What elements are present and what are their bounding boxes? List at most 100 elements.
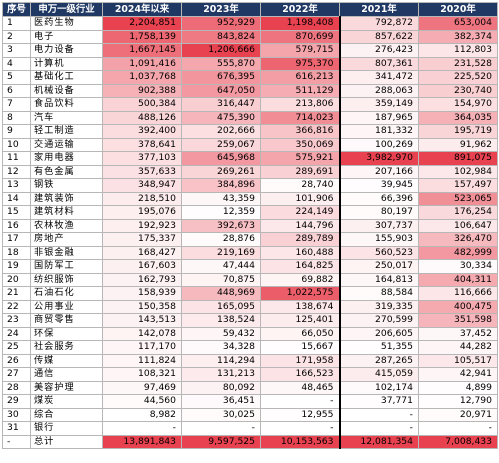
table-row: 24 环保 142,078 59,432 66,050 206,605 37,452	[2, 326, 498, 341]
table-row: 12 有色金属 357,633 269,261 289,691 207,166 102,98…	[2, 164, 498, 179]
row-value-cell: 482,999	[418, 245, 498, 260]
row-industry-name: 农林牧渔	[30, 218, 103, 233]
industry-table-sheet: 序号 申万一级行业 2024年以来 2023年 2022年 2021年 2020…	[2, 2, 498, 449]
header-idx: 序号	[2, 2, 31, 17]
row-value-cell: 69,882	[260, 272, 340, 287]
row-index: 28	[2, 380, 31, 395]
row-value-cell: 106,647	[418, 218, 498, 233]
table-row: 5 基础化工 1,037,768 676,395 616,213 341,472 225,5…	[2, 70, 498, 85]
row-value-cell: 4,899	[418, 380, 498, 395]
row-value-cell: 289,691	[260, 164, 340, 179]
table-row: 23 商贸零售 143,513 138,524 125,401 270,599 351,59…	[2, 313, 498, 328]
row-value-cell: 3,982,970	[338, 151, 419, 166]
row-value-cell: 30,025	[181, 407, 261, 422]
row-value-cell: 80,197	[338, 205, 419, 220]
row-index: 12	[2, 164, 31, 179]
row-index: 21	[2, 286, 31, 301]
row-value-cell: -	[338, 407, 419, 422]
row-value-cell: 168,427	[102, 245, 182, 260]
row-value-cell: 218,510	[102, 191, 182, 206]
row-value-cell: 164,813	[338, 272, 419, 287]
row-value-cell: 150,358	[102, 299, 182, 314]
table-row: 30 综合 8,982 30,025 12,955-20,971	[2, 407, 498, 422]
table-row: 9 轻工制造 392,400 202,666 366,816 181,332 195,719	[2, 124, 498, 139]
row-value-cell: 37,452	[418, 326, 498, 341]
row-value-cell: 1,758,139	[102, 29, 182, 44]
row-value-cell: 891,075	[418, 151, 498, 166]
row-value-cell: 101,906	[260, 191, 340, 206]
row-value-cell: 195,719	[418, 124, 498, 139]
row-industry-name: 纺织服饰	[30, 272, 103, 287]
row-value-cell: 377,103	[102, 151, 182, 166]
table-row: 19 国防军工 167,603 47,444 164,825 250,017 30,334	[2, 259, 498, 274]
row-value-cell: 359,149	[338, 97, 419, 112]
row-value-cell: 117,170	[102, 340, 182, 355]
row-value-cell: 316,447	[181, 97, 261, 112]
row-index: 15	[2, 205, 31, 220]
row-value-cell: 162,793	[102, 272, 182, 287]
row-index: 16	[2, 218, 31, 233]
row-value-cell: 415,059	[338, 367, 419, 382]
row-index: 25	[2, 340, 31, 355]
row-value-cell: 231,528	[418, 56, 498, 71]
table-row: 28 美容护理 97,469 80,092 48,465 102,174 4,899	[2, 380, 498, 395]
row-industry-name: 环保	[30, 326, 103, 341]
table-row: 6 机械设备 902,388 647,050 511,129 288,063 230,740	[2, 83, 498, 98]
row-industry-name: 煤炭	[30, 394, 103, 409]
row-index: 3	[2, 43, 31, 58]
row-index: -	[2, 434, 31, 449]
row-value-cell: 176,254	[418, 205, 498, 220]
row-value-cell: 37,771	[338, 394, 419, 409]
row-value-cell: 378,641	[102, 137, 182, 152]
row-value-cell: 164,825	[260, 259, 340, 274]
table-row: 21 石油石化 158,939 448,969 1,022,575 88,584 116,6…	[2, 286, 498, 301]
table-row: 3 电力设备 1,667,145 1,206,666 579,715 276,423 112…	[2, 43, 498, 58]
row-value-cell: 13,891,843	[102, 434, 182, 449]
row-value-cell: 47,444	[181, 259, 261, 274]
row-industry-name: 医药生物	[30, 16, 103, 31]
row-value-cell: 364,035	[418, 110, 498, 125]
row-index: 7	[2, 97, 31, 112]
row-value-cell: 34,328	[181, 340, 261, 355]
header-year-2020: 2020年	[418, 2, 498, 17]
row-value-cell: 219,169	[181, 245, 261, 260]
row-value-cell: 42,941	[418, 367, 498, 382]
row-value-cell: 511,129	[260, 83, 340, 98]
row-value-cell: 165,095	[181, 299, 261, 314]
row-index: 22	[2, 299, 31, 314]
row-value-cell: 270,599	[338, 313, 419, 328]
row-index: 4	[2, 56, 31, 71]
row-value-cell: 39,945	[338, 178, 419, 193]
row-industry-name: 建筑装饰	[30, 191, 103, 206]
row-value-cell: 225,520	[418, 70, 498, 85]
row-value-cell: 108,321	[102, 367, 182, 382]
row-value-cell: 154,970	[418, 97, 498, 112]
table-row: 4 计算机 1,091,416 555,870 975,370 807,361 231,52…	[2, 56, 498, 71]
row-value-cell: 157,497	[418, 178, 498, 193]
row-value-cell: 616,213	[260, 70, 340, 85]
row-industry-name: 有色金属	[30, 164, 103, 179]
table-row: 20 纺织服饰 162,793 70,875 69,882 164,813 404,311	[2, 272, 498, 287]
row-value-cell: 366,816	[260, 124, 340, 139]
row-industry-name: 综合	[30, 407, 103, 422]
table-row: 13 钢铁 348,947 384,896 28,740 39,945 157,497	[2, 178, 498, 193]
row-value-cell: 70,875	[181, 272, 261, 287]
row-value-cell: -	[418, 421, 498, 436]
row-value-cell: 500,384	[102, 97, 182, 112]
table-row: 11 家用电器 377,103 645,968 575,921 3,982,970 891,…	[2, 151, 498, 166]
row-value-cell: 175,337	[102, 232, 182, 247]
table-row: 27 通信 108,321 131,213 166,523 415,059 42,941	[2, 367, 498, 382]
row-value-cell: 384,896	[181, 178, 261, 193]
row-industry-name: 石油石化	[30, 286, 103, 301]
row-value-cell: 792,872	[338, 16, 419, 31]
row-industry-name: 轻工制造	[30, 124, 103, 139]
row-value-cell: 523,065	[418, 191, 498, 206]
row-index: 20	[2, 272, 31, 287]
header-year-2023: 2023年	[181, 2, 261, 17]
table-row: 17 房地产 175,337 28,876 289,789 155,903 326,470	[2, 232, 498, 247]
row-value-cell: 276,423	[338, 43, 419, 58]
row-value-cell: 66,396	[338, 191, 419, 206]
row-value-cell: 207,166	[338, 164, 419, 179]
row-value-cell: 59,432	[181, 326, 261, 341]
row-value-cell: -	[102, 421, 182, 436]
